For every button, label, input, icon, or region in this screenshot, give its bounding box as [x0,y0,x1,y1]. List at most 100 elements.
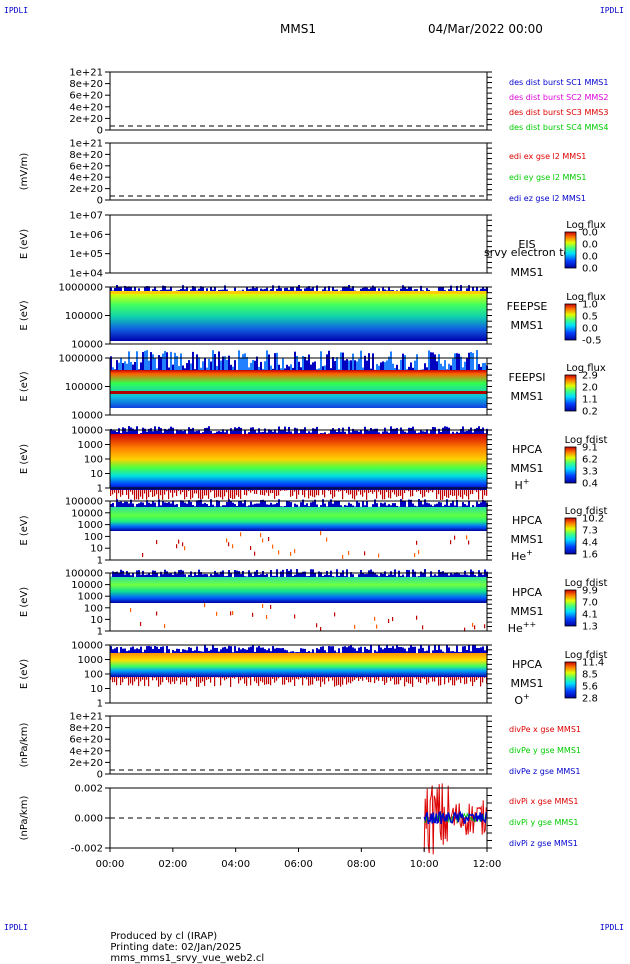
spectrogram-speckle [128,574,130,577]
spectrogram-speckle [340,490,341,491]
spectrogram-speckle [232,677,233,678]
spectrogram-speckle [312,677,313,684]
spectrogram-speckle [218,574,220,577]
spectrogram-speckle [182,677,183,682]
spectrogram-speckle [278,677,279,678]
spectrogram-speckle [120,677,121,685]
spectrogram-speckle [232,652,234,653]
y-tick-label: 1e+21 [69,139,103,150]
spectrogram-speckle [162,433,164,434]
spectrogram-speckle [224,677,225,680]
spectrogram-speckle [232,503,234,507]
spectrogram-speckle [152,570,154,577]
spectrogram-speckle [482,646,484,653]
spectrogram-speckle [240,649,242,653]
spectrogram-speckle [262,490,263,495]
spectrogram-speckle [356,651,358,653]
spectrogram-speckle [116,572,118,577]
spectrogram-speckle [220,432,222,434]
spectrogram-speckle [448,364,450,370]
spectrogram-speckle [210,574,212,577]
spectrogram-speckle [124,649,126,653]
spectrogram-speckle [392,646,394,653]
spectrogram-speckle [222,357,224,370]
spectrogram-speckle [274,576,276,577]
spectrogram-speckle [448,677,449,683]
spectrogram-speckle [252,505,254,507]
spectrogram-speckle [402,490,403,499]
spectrogram-speckle [174,651,176,653]
spectrogram-speckle [460,490,461,497]
spectrogram-speckle [296,677,297,679]
spectrogram-speckle [210,499,212,507]
spectrogram-speckle [220,649,222,653]
spectrogram-speckle [228,646,230,653]
spectrogram-speckle [150,428,152,434]
spectrogram-speckle [138,503,140,507]
spectrogram-speckle [214,354,216,370]
spectrogram-speckle [148,646,150,653]
spectrogram-speckle [354,360,356,370]
spectrogram-speckle [114,431,116,434]
colorbar-tick-label: 9.9 [582,586,598,597]
spectrogram-speckle [482,363,484,370]
spectrogram-speckle [230,428,232,434]
spectrogram-speckle [484,433,486,434]
spectrogram-speckle [234,360,236,370]
spectrogram-speckle [168,490,169,499]
spectrogram-speckle [318,677,319,681]
y-tick-label: 1000 [78,440,103,451]
y-tick-label: 8e+20 [69,150,103,161]
spectrogram-speckle [244,490,245,495]
spectrogram-speckle [276,490,277,496]
spectrogram-speckle [334,651,336,653]
spectrogram-speckle [446,369,448,370]
spectrogram-speckle [252,490,253,491]
spectrogram-speckle [238,648,240,653]
instrument-label: FEEPSE [507,300,548,313]
spectrogram-speckle [480,573,482,577]
spectrogram-speckle [166,503,168,507]
spectrogram-speckle [158,677,159,687]
spectrogram-speckle [242,648,244,653]
spectrogram-speckle [476,502,478,507]
spectrogram-speckle [240,490,241,499]
y-tick-label: 6e+20 [69,735,103,746]
spectrogram-speckle [442,490,443,500]
spectrogram-speckle [124,502,126,507]
spectrogram-speckle [290,431,292,434]
spectrogram-speckle [302,677,303,685]
spectrogram-speckle [484,490,485,495]
spectrogram-speckle [400,428,402,434]
spectrogram-speckle [222,490,223,499]
spectrogram-speckle [226,538,227,542]
colorbar-tick-label: 9.1 [582,443,598,454]
spectrogram-speckle [442,506,444,507]
spectrogram-band [110,577,487,603]
spectrogram-speckle [284,490,285,491]
spectrogram-speckle [480,677,481,687]
spectrogram-speckle [340,505,342,507]
spectrogram-speckle [192,428,194,434]
spectrogram-speckle [482,575,484,577]
spectrogram-speckle [142,490,143,499]
panel-frame [110,72,487,130]
spectrogram-speckle [330,646,332,653]
spectrogram-speckle [392,677,393,679]
spectrogram-speckle [420,645,422,653]
spectrogram-speckle [240,428,242,434]
spectrogram-speckle [156,490,157,494]
spectrogram-speckle [466,535,467,539]
spectrogram-speckle [414,572,416,577]
spectrogram-speckle [338,490,339,492]
spectrogram-speckle [432,506,434,507]
spectrogram-speckle [476,490,477,492]
spectrogram-speckle [136,504,138,507]
spectrogram-speckle [342,555,343,559]
spectrogram-speckle [322,576,324,577]
y-tick-label: 0.000 [74,814,103,825]
spectrogram-speckle [308,355,310,370]
spectrogram-speckle [414,431,416,434]
spectrogram-speckle [382,361,384,370]
spectrogram-speckle [270,503,272,507]
